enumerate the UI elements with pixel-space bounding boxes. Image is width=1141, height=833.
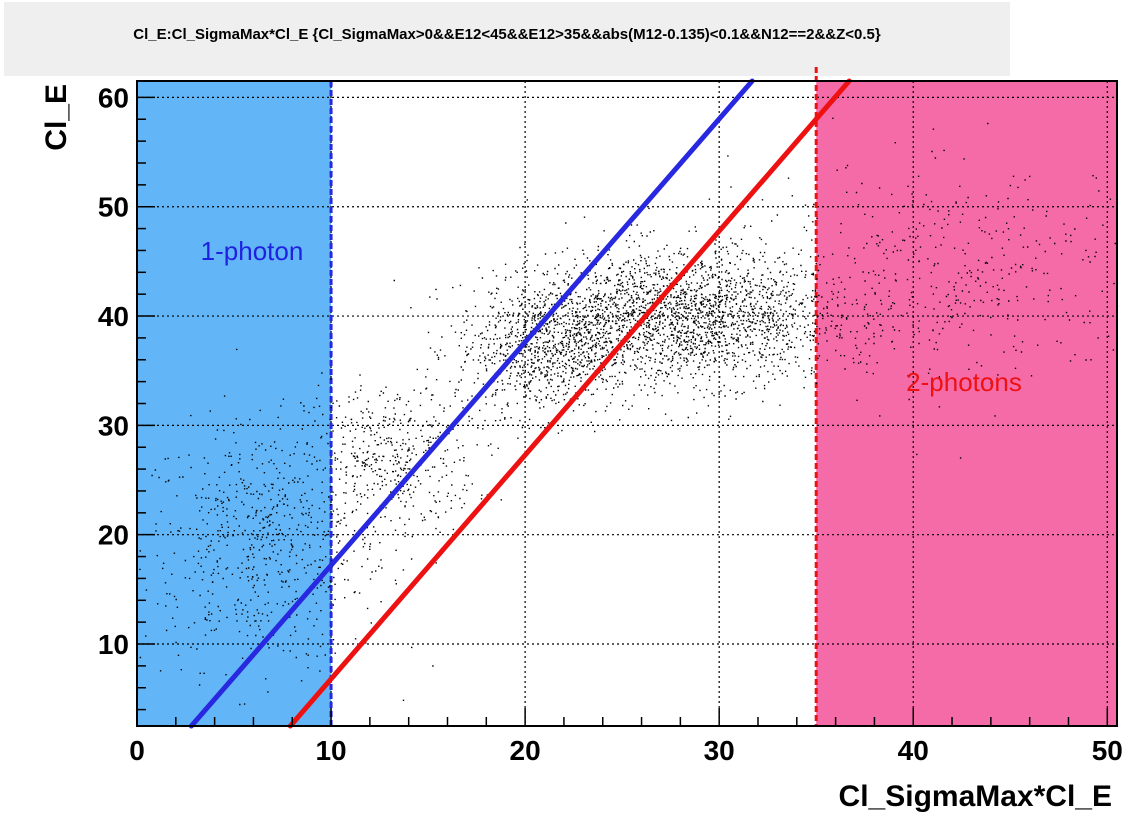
grid-layer [137,67,1117,726]
y-tick-label: 20 [98,520,129,551]
y-tick-label: 50 [98,192,129,223]
y-tick-label: 30 [98,410,129,441]
y-tick-label: 60 [98,82,129,113]
region-label-2-photons: 2-photons [906,367,1022,397]
y-tick-label: 10 [98,629,129,660]
y-tick-label: 40 [98,301,129,332]
x-tick-label: 10 [315,735,346,766]
region-2 [816,81,1117,726]
frame-layer [136,80,1118,727]
x-tick-label: 40 [898,735,929,766]
x-tick-label: 50 [1092,735,1123,766]
labels-layer: 0 10 20 30 40 50 10 20 30 40 50 60 Cl_SigmaMax*Cl_E C… [40,82,1123,813]
title-box: Cl_E:Cl_SigmaMax*Cl_E {Cl_SigmaMax>0&&E1… [4,2,1010,76]
lines-layer [188,78,852,729]
chart-title: Cl_E:Cl_SigmaMax*Cl_E {Cl_SigmaMax>0&&E1… [133,26,881,43]
regions-layer [137,81,1117,726]
x-axis-label: Cl_SigmaMax*Cl_E [839,780,1112,813]
x-tick-label: 30 [704,735,735,766]
separation-line-2 [287,78,852,729]
region-label-1-photon: 1-photon [201,236,304,266]
x-tick-label: 20 [510,735,541,766]
separation-line-1 [188,78,755,729]
region-1 [137,81,332,726]
x-tick-label: 0 [129,735,145,766]
y-axis-label: Cl_E [40,84,73,151]
